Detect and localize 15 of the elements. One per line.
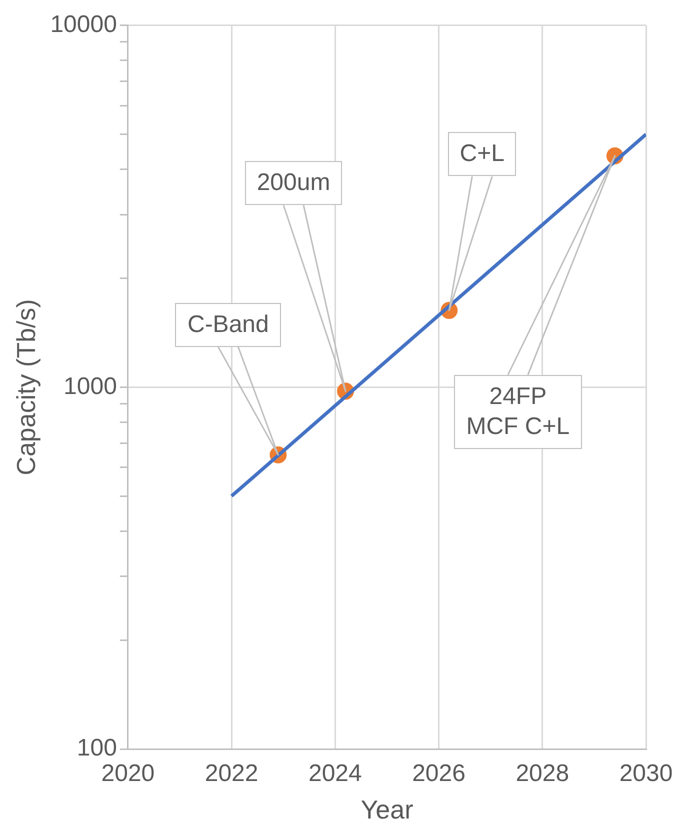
annotation: 24FP MCF C+L <box>465 382 571 442</box>
x-tick-label: 2026 <box>412 760 466 788</box>
x-tick-label: 2028 <box>516 760 570 788</box>
x-tick-label: 2024 <box>308 760 362 788</box>
y-tick-label: 10000 <box>50 11 117 38</box>
annotation: 200um <box>256 168 332 198</box>
annotation: C-Band <box>186 310 270 340</box>
y-tick-label: 100 <box>76 734 117 762</box>
x-axis-title: Year <box>360 794 414 825</box>
x-tick-label: 2020 <box>101 760 155 788</box>
y-axis-title: Capacity (Tb/s) <box>10 299 41 476</box>
x-tick-label: 2030 <box>619 760 673 788</box>
y-tick-label: 1000 <box>64 372 117 400</box>
x-tick-label: 2022 <box>204 760 258 788</box>
annotation: C+L <box>458 139 506 170</box>
